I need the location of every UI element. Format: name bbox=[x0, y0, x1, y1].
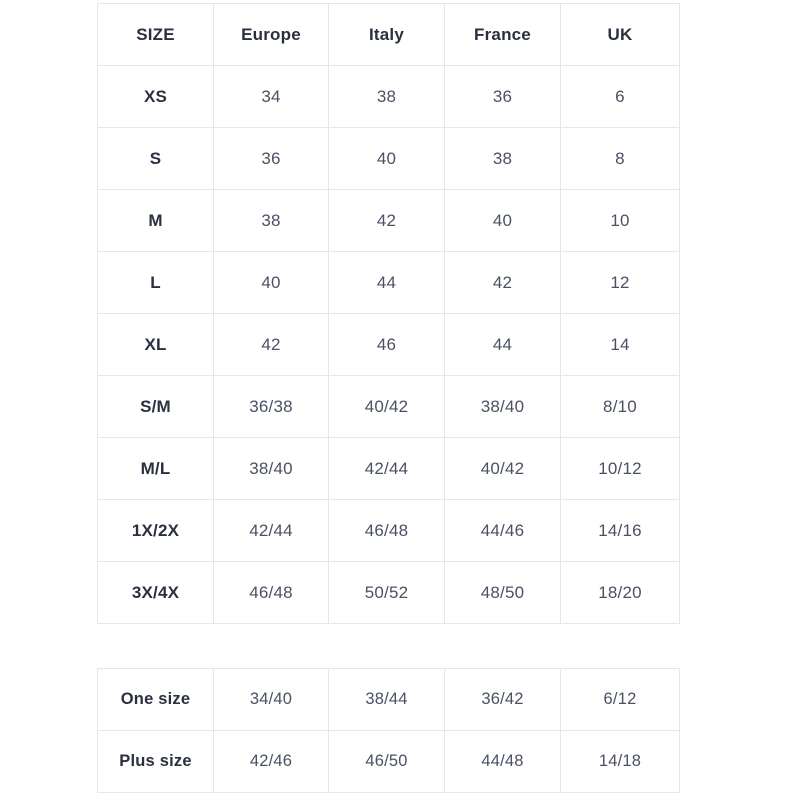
cell-europe: 34 bbox=[213, 65, 329, 128]
table-row: Plus size 42/46 46/50 44/48 14/18 bbox=[97, 730, 680, 793]
cell-europe: 42/46 bbox=[213, 730, 329, 793]
column-header-uk: UK bbox=[560, 3, 680, 66]
cell-france: 36 bbox=[444, 65, 561, 128]
cell-size: XL bbox=[97, 313, 214, 376]
cell-europe: 36 bbox=[213, 127, 329, 190]
cell-size: S/M bbox=[97, 375, 214, 438]
cell-italy: 46/50 bbox=[328, 730, 445, 793]
cell-italy: 44 bbox=[328, 251, 445, 314]
cell-uk: 8/10 bbox=[560, 375, 680, 438]
cell-uk: 10/12 bbox=[560, 437, 680, 500]
table-row: 3X/4X 46/48 50/52 48/50 18/20 bbox=[97, 561, 680, 624]
cell-italy: 40/42 bbox=[328, 375, 445, 438]
cell-uk: 8 bbox=[560, 127, 680, 190]
cell-uk: 6 bbox=[560, 65, 680, 128]
cell-uk: 14/16 bbox=[560, 499, 680, 562]
table-row: One size 34/40 38/44 36/42 6/12 bbox=[97, 668, 680, 731]
column-header-europe: Europe bbox=[213, 3, 329, 66]
cell-uk: 14/18 bbox=[560, 730, 680, 793]
table-row: S/M 36/38 40/42 38/40 8/10 bbox=[97, 375, 680, 438]
table-row: M/L 38/40 42/44 40/42 10/12 bbox=[97, 437, 680, 500]
table-body: One size 34/40 38/44 36/42 6/12 Plus siz… bbox=[97, 668, 680, 793]
cell-size: Plus size bbox=[97, 730, 214, 793]
cell-size: S bbox=[97, 127, 214, 190]
cell-europe: 42 bbox=[213, 313, 329, 376]
cell-uk: 18/20 bbox=[560, 561, 680, 624]
one-size-plus-size-table: One size 34/40 38/44 36/42 6/12 Plus siz… bbox=[97, 668, 680, 793]
cell-france: 38 bbox=[444, 127, 561, 190]
cell-europe: 42/44 bbox=[213, 499, 329, 562]
table-row: XL 42 46 44 14 bbox=[97, 313, 680, 376]
cell-france: 40 bbox=[444, 189, 561, 252]
cell-size: M/L bbox=[97, 437, 214, 500]
cell-europe: 36/38 bbox=[213, 375, 329, 438]
cell-europe: 34/40 bbox=[213, 668, 329, 731]
table-row: L 40 44 42 12 bbox=[97, 251, 680, 314]
cell-europe: 38/40 bbox=[213, 437, 329, 500]
table-header: SIZE Europe Italy France UK bbox=[97, 3, 680, 66]
cell-france: 44/46 bbox=[444, 499, 561, 562]
cell-uk: 12 bbox=[560, 251, 680, 314]
size-conversion-table: SIZE Europe Italy France UK XS 34 38 36 … bbox=[97, 3, 680, 624]
table-row: S 36 40 38 8 bbox=[97, 127, 680, 190]
cell-size: One size bbox=[97, 668, 214, 731]
table-body: XS 34 38 36 6 S 36 40 38 8 M 38 42 40 10 bbox=[97, 65, 680, 624]
cell-france: 38/40 bbox=[444, 375, 561, 438]
cell-italy: 38 bbox=[328, 65, 445, 128]
cell-size: 3X/4X bbox=[97, 561, 214, 624]
cell-france: 40/42 bbox=[444, 437, 561, 500]
cell-italy: 42/44 bbox=[328, 437, 445, 500]
table-row: 1X/2X 42/44 46/48 44/46 14/16 bbox=[97, 499, 680, 562]
cell-uk: 6/12 bbox=[560, 668, 680, 731]
cell-france: 44 bbox=[444, 313, 561, 376]
cell-italy: 42 bbox=[328, 189, 445, 252]
cell-france: 48/50 bbox=[444, 561, 561, 624]
cell-europe: 38 bbox=[213, 189, 329, 252]
cell-italy: 40 bbox=[328, 127, 445, 190]
cell-size: L bbox=[97, 251, 214, 314]
cell-europe: 46/48 bbox=[213, 561, 329, 624]
table-row: XS 34 38 36 6 bbox=[97, 65, 680, 128]
column-header-france: France bbox=[444, 3, 561, 66]
cell-italy: 50/52 bbox=[328, 561, 445, 624]
cell-size: XS bbox=[97, 65, 214, 128]
table-row: M 38 42 40 10 bbox=[97, 189, 680, 252]
cell-uk: 10 bbox=[560, 189, 680, 252]
cell-italy: 38/44 bbox=[328, 668, 445, 731]
cell-size: M bbox=[97, 189, 214, 252]
header-row: SIZE Europe Italy France UK bbox=[97, 3, 680, 66]
column-header-italy: Italy bbox=[328, 3, 445, 66]
cell-italy: 46/48 bbox=[328, 499, 445, 562]
column-header-size: SIZE bbox=[97, 3, 214, 66]
cell-uk: 14 bbox=[560, 313, 680, 376]
cell-size: 1X/2X bbox=[97, 499, 214, 562]
cell-italy: 46 bbox=[328, 313, 445, 376]
cell-france: 42 bbox=[444, 251, 561, 314]
cell-france: 36/42 bbox=[444, 668, 561, 731]
cell-europe: 40 bbox=[213, 251, 329, 314]
cell-france: 44/48 bbox=[444, 730, 561, 793]
